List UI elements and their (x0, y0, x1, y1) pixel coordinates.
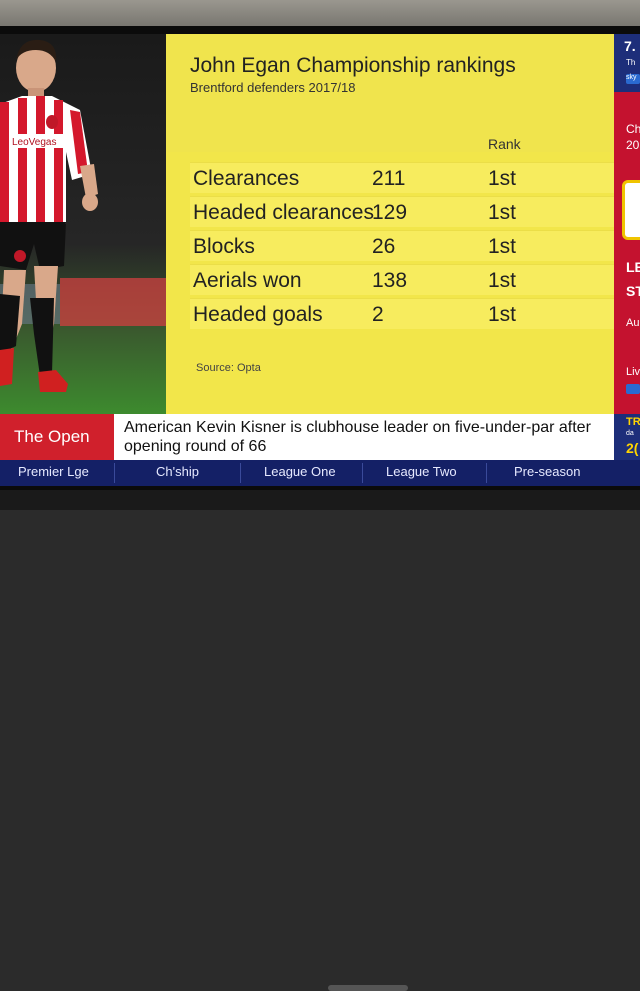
sidebar-promo-panel (614, 92, 640, 416)
stat-label: Aerials won (193, 269, 302, 292)
sidebar-time-panel: 7. Th sky (614, 34, 640, 92)
stat-rank: 1st (488, 269, 517, 292)
tv-screen: LeoVegas John Egan Championship rankings… (0, 34, 640, 486)
stat-value: 26 (372, 235, 396, 258)
rank-column-header: Rank (488, 136, 521, 152)
stat-value: 211 (372, 167, 406, 190)
sidebar-ch-text: Ch (626, 122, 640, 136)
stat-rank: 1st (488, 235, 517, 258)
ticker-side-sub: da (626, 430, 634, 437)
panel-header-band (166, 34, 614, 152)
nav-divider (240, 463, 241, 483)
nav-championship[interactable]: Ch'ship (156, 464, 199, 479)
nav-pre-season[interactable]: Pre-season (514, 464, 581, 479)
sky-logo-icon: sky (626, 74, 640, 84)
nav-divider (486, 463, 487, 483)
source-credit: Source: Opta (196, 362, 261, 374)
news-ticker: The Open American Kevin Kisner is clubho… (0, 414, 614, 460)
nav-divider (114, 463, 115, 483)
stat-row-headed-goals: Headed goals 2 1st (190, 298, 614, 329)
stat-row-clearances: Clearances 211 1st (190, 162, 614, 193)
stat-value: 2 (372, 303, 384, 326)
stat-row-blocks: Blocks 26 1st (190, 230, 614, 261)
sidebar-au-text: Au (626, 317, 640, 329)
nav-divider (362, 463, 363, 483)
stat-label: Headed goals (193, 303, 323, 326)
stat-rank: 1st (488, 303, 517, 326)
ticker-side-number: 2( (626, 440, 639, 456)
sidebar-subtext: Th (626, 58, 636, 67)
stat-row-aerials-won: Aerials won 138 1st (190, 264, 614, 295)
stats-graphic: John Egan Championship rankings Brentfor… (166, 34, 614, 418)
ticker-category-tag: The Open (0, 414, 114, 460)
stat-value: 138 (372, 269, 408, 292)
stat-label: Clearances (193, 167, 300, 190)
ticker-side-panel: TR da 2( (614, 414, 640, 460)
tv-bezel-bottom (0, 490, 640, 991)
section-navbar: Premier Lge Ch'ship League One League Tw… (0, 460, 640, 486)
stat-row-headed-clearances: Headed clearances 129 1st (190, 196, 614, 227)
ticker-side-title: TR (626, 416, 640, 428)
sidebar-st-text: ST (626, 283, 640, 299)
nav-league-two[interactable]: League Two (386, 464, 457, 479)
graphic-title: John Egan Championship rankings (190, 54, 516, 77)
club-crest-icon (622, 180, 640, 240)
player-figure: LeoVegas (0, 39, 98, 392)
stats-table: Clearances 211 1st Headed clearances 129… (190, 162, 614, 332)
nav-league-one[interactable]: League One (264, 464, 336, 479)
sidebar-le-text: LE (626, 259, 640, 275)
sidebar-live-text: Liv (626, 366, 640, 378)
sidebar-time: 7. (624, 38, 636, 54)
ad-board (60, 278, 175, 326)
stat-label: Headed clearances (193, 201, 374, 224)
graphic-subtitle: Brentford defenders 2017/18 (190, 80, 356, 95)
stat-rank: 1st (488, 167, 517, 190)
ticker-headline: American Kevin Kisner is clubhouse leade… (124, 419, 591, 455)
stat-label: Blocks (193, 235, 255, 258)
tv-logo (328, 985, 408, 991)
sidebar-year-text: 20 (626, 138, 640, 152)
stat-rank: 1st (488, 201, 517, 224)
nav-premier-league[interactable]: Premier Lge (18, 464, 89, 479)
player-photo: LeoVegas (0, 34, 175, 416)
news-sidebar: 7. Th sky Ch 20 LE ST Au Liv (614, 34, 640, 416)
ticker-category-label: The Open (14, 427, 90, 446)
sponsor-text: LeoVegas (12, 137, 57, 148)
sky-logo-icon (626, 384, 640, 394)
stat-value: 129 (372, 201, 408, 224)
